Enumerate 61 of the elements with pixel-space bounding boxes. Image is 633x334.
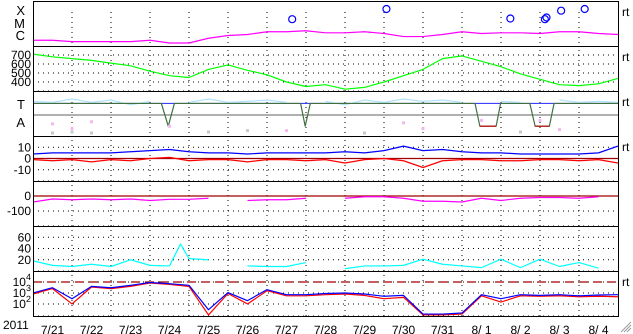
y-tick-label: 0: [24, 189, 32, 203]
text: X: [16, 2, 25, 18]
line-series: [33, 54, 618, 90]
point: [90, 132, 93, 134]
x-tick-label: 7/25: [196, 323, 220, 334]
point: [558, 128, 561, 132]
point: [285, 129, 288, 132]
text: T: [17, 96, 25, 112]
y-tick-label: 20: [18, 252, 32, 267]
point: [519, 130, 522, 134]
x-tick-label: 7/30: [392, 323, 416, 334]
point: [288, 15, 296, 24]
point: [51, 132, 54, 134]
x-tick-label: 8/ 4: [588, 323, 609, 334]
x-tick-label: 7/31: [430, 323, 454, 334]
text: rt: [622, 275, 630, 289]
y-tick-label: 10: [18, 140, 32, 154]
point: [70, 127, 74, 130]
y-tick-label: -10: [14, 162, 32, 177]
x-tick-label: 7/26: [236, 323, 260, 334]
x-tick-label: 7/27: [274, 323, 298, 334]
point: [557, 6, 566, 15]
text: A: [16, 114, 25, 130]
text: rt: [622, 5, 630, 19]
point: [542, 13, 551, 22]
point: [538, 118, 542, 122]
x-axis-title: 2011: [3, 318, 29, 332]
x-tick-label: 8/ 2: [510, 323, 531, 334]
point: [382, 4, 391, 14]
point: [51, 122, 54, 126]
point: [422, 127, 424, 130]
point: [207, 130, 210, 134]
point: [70, 130, 74, 134]
y-tick-label: -100: [6, 204, 32, 218]
point: [246, 129, 249, 132]
point: [506, 14, 514, 23]
y-tick-label: 40: [18, 242, 32, 256]
y-tick-label: 60: [18, 230, 32, 244]
point: [480, 118, 483, 122]
text: rt: [622, 95, 630, 109]
text: rt: [622, 140, 630, 154]
line-series: [33, 146, 618, 155]
text: rt: [622, 50, 630, 64]
x-tick-label: 7/24: [158, 323, 182, 334]
x-tick-label: 8/ 3: [549, 323, 570, 334]
x-tick-label: 7/21: [40, 323, 64, 334]
x-tick-label: 7/22: [80, 323, 104, 334]
x-tick-label: 7/29: [352, 323, 376, 334]
text: M: [14, 16, 25, 30]
point: [540, 15, 549, 24]
point: [402, 121, 405, 124]
y-tick-label: 0: [24, 152, 32, 166]
x-tick-label: 7/23: [118, 323, 142, 334]
text: C: [16, 28, 25, 44]
point: [90, 120, 93, 124]
point: [363, 132, 366, 134]
line-series: [33, 156, 618, 168]
x-tick-label: 8/ 1: [471, 323, 492, 334]
point: [580, 4, 589, 14]
point: [168, 124, 171, 128]
x-tick-label: 7/28: [314, 323, 338, 334]
